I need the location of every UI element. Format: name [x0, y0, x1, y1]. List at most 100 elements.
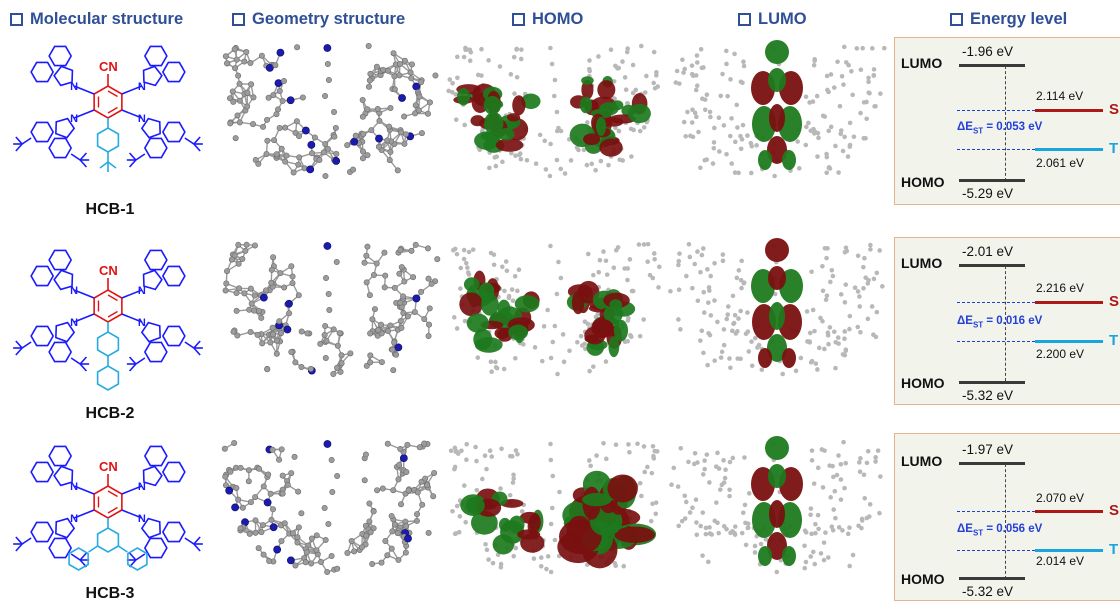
- nitrogen-atom: [285, 300, 292, 307]
- nitrogen-atom: [398, 94, 405, 101]
- orbital-lobe-negative: [599, 139, 622, 157]
- atom: [704, 532, 709, 537]
- atom: [873, 455, 878, 460]
- carbon-atom: [235, 73, 240, 78]
- tert-butyl-bond: [108, 162, 116, 168]
- atom: [654, 73, 659, 78]
- orbital-lobe-positive: [782, 546, 796, 566]
- carbon-atom: [362, 478, 367, 483]
- carbazole-pyrrole-ring: [54, 466, 72, 485]
- atom: [464, 261, 469, 266]
- carbon-atom: [279, 146, 284, 151]
- carbon-atom: [374, 488, 379, 493]
- carbon-atom: [425, 246, 430, 251]
- carbon-atom: [252, 293, 257, 298]
- atom: [816, 527, 821, 532]
- atom: [724, 317, 729, 322]
- carbon-atom: [367, 501, 372, 506]
- carbon-atom: [368, 360, 373, 365]
- orbital-lobe-positive: [464, 277, 480, 291]
- carbon-atom: [367, 78, 372, 83]
- atom: [838, 104, 843, 109]
- atom: [733, 313, 738, 318]
- carbon-atom: [291, 170, 296, 175]
- carbon-atom: [253, 530, 258, 535]
- carbon-atom: [305, 331, 310, 336]
- carbon-atom: [323, 537, 328, 542]
- orbital-lobe-negative: [512, 95, 525, 115]
- atom: [604, 457, 609, 462]
- atom: [725, 312, 730, 317]
- carbon-atom: [286, 311, 291, 316]
- carbon-atom: [322, 323, 327, 328]
- atom: [514, 546, 519, 551]
- carbon-atom: [364, 253, 369, 258]
- carbon-atom: [326, 77, 331, 82]
- carbon-atom: [322, 93, 327, 98]
- atom: [611, 266, 616, 271]
- carbon-atom: [297, 155, 302, 160]
- atom: [847, 564, 852, 569]
- carbon-atom: [303, 560, 308, 565]
- atom: [676, 484, 681, 489]
- bond-network: [225, 443, 434, 572]
- atom: [728, 366, 733, 371]
- atom: [808, 513, 813, 518]
- carbon-atom: [383, 273, 388, 278]
- atom: [866, 317, 871, 322]
- carbon-atom: [246, 467, 251, 472]
- atom: [645, 259, 650, 264]
- carbon-atom: [264, 151, 269, 156]
- atom: [866, 76, 871, 81]
- atom: [452, 467, 457, 472]
- atom: [463, 520, 468, 525]
- carbon-atom: [374, 64, 379, 69]
- atom: [651, 444, 656, 449]
- atom: [749, 339, 754, 344]
- atom: [699, 47, 704, 52]
- atom: [589, 162, 594, 167]
- phenyl-ring: [98, 332, 119, 356]
- atom: [743, 503, 748, 508]
- atom: [677, 251, 682, 256]
- header-geometry-label: Geometry structure: [252, 10, 405, 29]
- atom: [546, 554, 551, 559]
- carbon-atom: [299, 511, 304, 516]
- atom: [702, 158, 707, 163]
- atom: [457, 530, 462, 535]
- atom: [844, 60, 849, 65]
- atom: [483, 453, 488, 458]
- atom: [739, 286, 744, 291]
- atom: [714, 464, 719, 469]
- carbon-atom: [413, 103, 418, 108]
- carbon-atom: [353, 133, 358, 138]
- carbon-atom: [369, 127, 374, 132]
- tert-butyl-bond: [130, 153, 136, 160]
- carbon-atom: [334, 473, 339, 478]
- carbon-atom: [265, 472, 270, 477]
- tert-butyl-bond: [80, 364, 86, 371]
- carbon-atom: [425, 111, 430, 116]
- carbon-atom: [289, 264, 294, 269]
- carbon-atom: [326, 521, 331, 526]
- atom: [739, 146, 744, 151]
- atom: [587, 58, 592, 63]
- atom: [872, 277, 877, 282]
- atom: [650, 276, 655, 281]
- carbon-atom: [223, 288, 228, 293]
- atom: [747, 491, 752, 496]
- atom: [604, 359, 609, 364]
- atom: [842, 486, 847, 491]
- carbon-atom: [325, 61, 330, 66]
- atom: [462, 257, 467, 262]
- atom: [683, 516, 688, 521]
- atom: [757, 343, 762, 348]
- atom: [701, 290, 706, 295]
- carbon-atom: [228, 121, 233, 126]
- atom: [821, 485, 826, 490]
- carbon-atom: [251, 308, 256, 313]
- atom: [704, 526, 709, 531]
- atom: [856, 289, 861, 294]
- atom: [605, 272, 610, 277]
